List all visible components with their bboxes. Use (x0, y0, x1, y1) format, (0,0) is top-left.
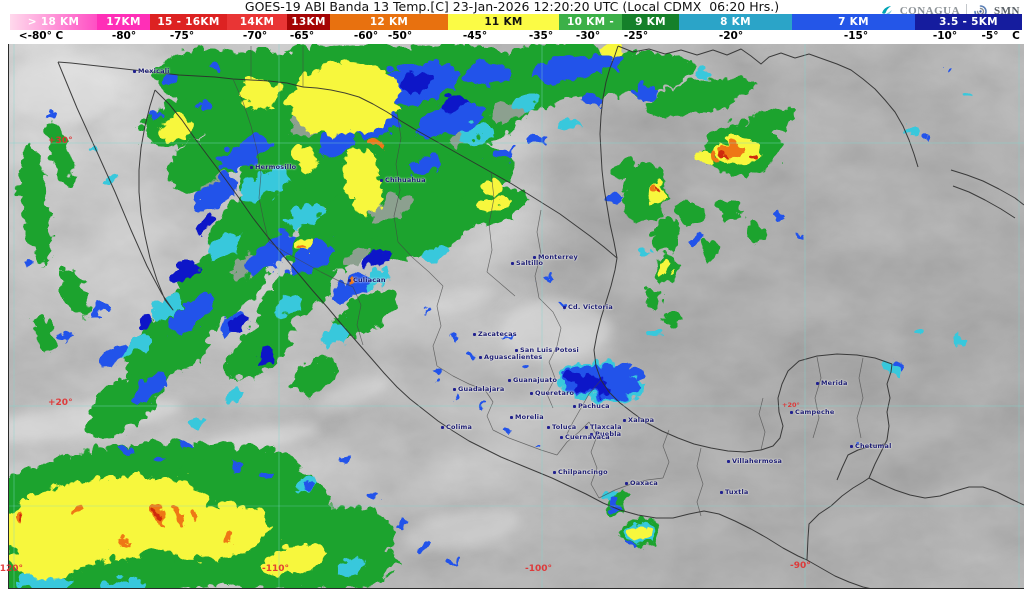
scale-segment: 3.5 - 5KM (915, 14, 1022, 30)
page-title: GOES-19 ABI Banda 13 Temp.[C] 23-Jan-202… (244, 0, 780, 14)
temp-tick-label: -65° (289, 30, 315, 42)
scale-segment: 10 KM - (559, 14, 622, 30)
temp-tick-label: -25° (623, 30, 649, 42)
scale-segment: 13KM (287, 14, 330, 30)
temp-tick-label: -20° (718, 30, 744, 42)
scale-segment: 9 KM (622, 14, 679, 30)
graticule (9, 44, 1024, 588)
temp-tick-label: -35° (528, 30, 554, 42)
logo-divider (966, 3, 968, 19)
scale-segment: 8 KM (679, 14, 792, 30)
temp-tick-label: -60° (353, 30, 379, 42)
temp-tick-label: C (1012, 30, 1020, 42)
scale-segment: 12 KM (330, 14, 448, 30)
satellite-map (8, 44, 1024, 589)
state-boundaries (232, 46, 864, 517)
satellite-imagery (9, 44, 1024, 588)
temp-tick-label: <-80° C (18, 30, 64, 42)
temp-tick-label: -15° (843, 30, 869, 42)
cloud-height-color-scale: > 18 KM 17KM 15 - 16KM 14KM 13KM 12 KM 11 KM 10… (0, 14, 1024, 30)
temp-tick-label: -30° (575, 30, 601, 42)
scale-segment: 17KM (97, 14, 150, 30)
temperature-scale-labels: <-80° C -80° -75° -70° -65° -60° -50° -45° -35° -… (0, 30, 1024, 44)
temp-tick-label: -80° (111, 30, 137, 42)
temp-tick-label: -75° (169, 30, 195, 42)
scale-segment: 14KM (227, 14, 287, 30)
coastline-borders (57, 45, 1024, 588)
temp-tick-label: -45° (462, 30, 488, 42)
scale-segment: 11 KM (448, 14, 559, 30)
scale-segment: 7 KM (792, 14, 915, 30)
scale-segment: 15 - 16KM (150, 14, 227, 30)
temp-tick-label: -10° (932, 30, 958, 42)
temp-tick-label: -50° (387, 30, 413, 42)
temp-tick-label: -5° (981, 30, 999, 42)
scale-segment: > 18 KM (10, 14, 97, 30)
temp-tick-label: -70° (242, 30, 268, 42)
